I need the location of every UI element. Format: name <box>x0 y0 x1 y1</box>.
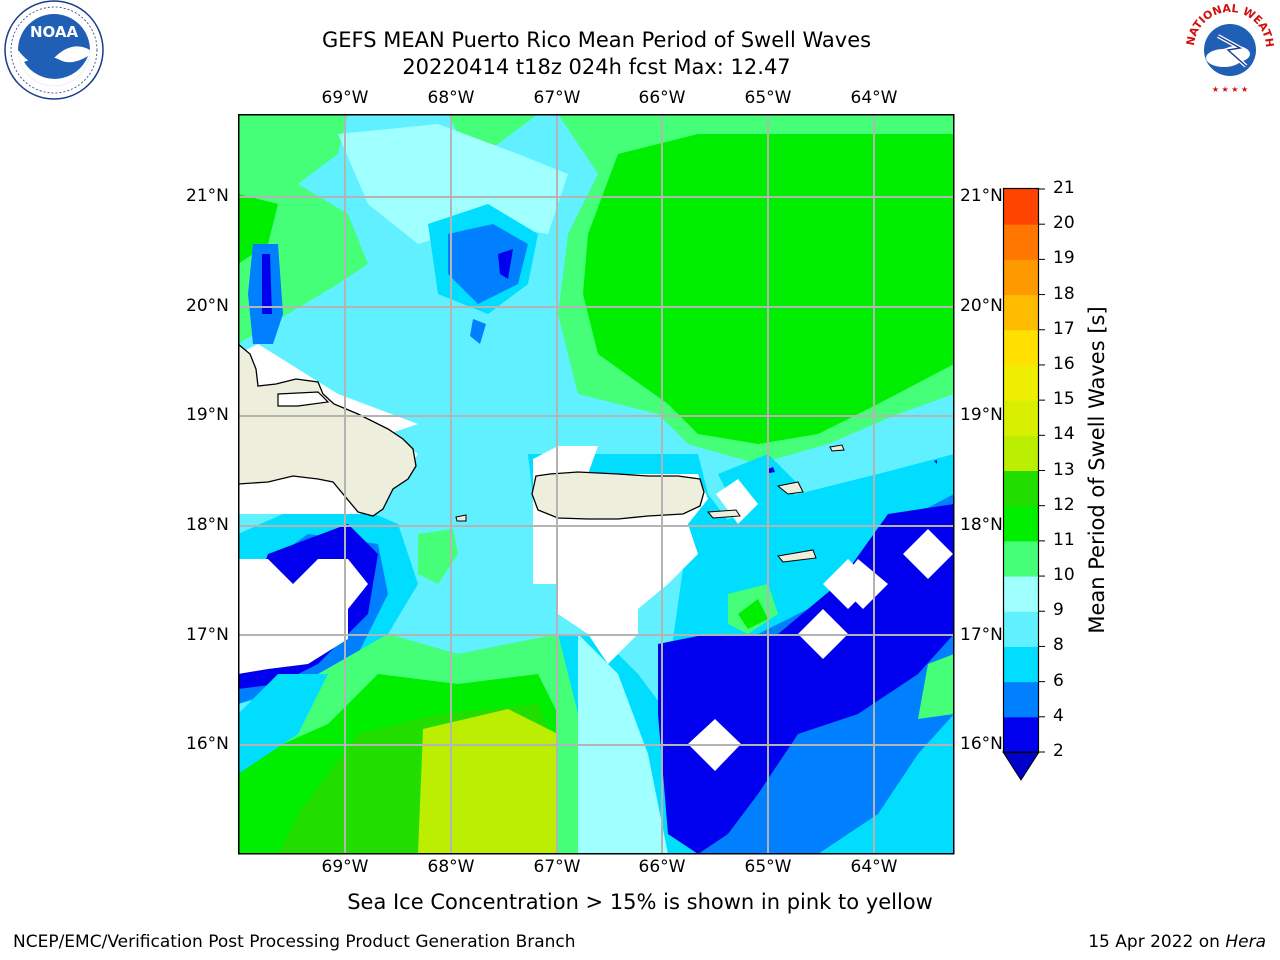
field-cyan <box>338 124 568 244</box>
field-green <box>738 599 768 629</box>
lat-label-right: 21°N <box>960 186 1003 206</box>
lat-label-right: 18°N <box>960 515 1003 535</box>
colorbar-title: Mean Period of Swell Waves [s] <box>1085 306 1109 634</box>
lon-label-bottom: 67°W <box>533 857 581 877</box>
field-masked <box>903 529 953 579</box>
colorbar-cell <box>1004 364 1038 401</box>
colorbar-under-triangle <box>1002 751 1040 781</box>
noaa-logo: NOAA <box>4 0 104 100</box>
colorbar-cell <box>1004 294 1038 331</box>
colorbar-tick-label: 12 <box>1053 494 1075 515</box>
colorbar-tick-label: 11 <box>1053 529 1075 550</box>
lat-label-left: 21°N <box>186 186 229 206</box>
lon-label-bottom: 68°W <box>427 857 475 877</box>
colorbar-tick-label: 21 <box>1053 178 1075 198</box>
lat-label-left: 20°N <box>186 296 229 316</box>
footer-credit: NCEP/EMC/Verification Post Processing Pr… <box>13 932 576 952</box>
land-anguilla <box>829 444 845 452</box>
colorbar-tick-label: 8 <box>1053 635 1064 656</box>
colorbar <box>1002 187 1045 781</box>
colorbar-tick-label: 16 <box>1053 353 1075 374</box>
colorbar-tick-label: 14 <box>1053 424 1075 445</box>
lon-label-top: 64°W <box>850 88 898 108</box>
chart-subtitle: 20220414 t18z 024h fcst Max: 12.47 <box>402 55 791 79</box>
colorbar-tick-label: 18 <box>1053 283 1075 304</box>
chart-title: GEFS MEAN Puerto Rico Mean Period of Swe… <box>321 28 872 52</box>
swell-period-map <box>238 114 955 855</box>
lat-label-right: 20°N <box>960 296 1003 316</box>
colorbar-tick-label: 17 <box>1053 318 1075 339</box>
lat-label-left: 17°N <box>186 625 229 645</box>
colorbar-cell <box>1004 189 1038 225</box>
nws-logo: NATIONAL WEATHER SERVICE ★ ★ ★ ★ <box>1180 0 1276 94</box>
colorbar-cell <box>1004 400 1038 436</box>
colorbar-tick-label: 9 <box>1053 600 1064 621</box>
land-islet <box>934 460 937 464</box>
field-deep-blue <box>498 249 513 279</box>
land-virgin-islands <box>776 481 804 495</box>
land-vieques <box>706 509 741 519</box>
field-yellow-green <box>418 709 558 854</box>
colorbar-tick-label: 4 <box>1053 705 1064 726</box>
lat-label-right: 17°N <box>960 625 1003 645</box>
lon-label-top: 65°W <box>744 88 792 108</box>
colorbar-cell <box>1004 540 1038 577</box>
footer-date: 15 Apr 2022 on Hera <box>1088 932 1266 952</box>
colorbar-cell <box>1004 435 1038 471</box>
field-masked <box>716 479 758 524</box>
lat-label-left: 19°N <box>186 405 229 425</box>
colorbar-cell <box>1004 646 1038 683</box>
field-green <box>238 194 278 264</box>
field-masked <box>238 559 368 674</box>
lon-label-bottom: 69°W <box>321 857 369 877</box>
field-masked <box>838 559 888 609</box>
lon-label-top: 67°W <box>533 88 581 108</box>
colorbar-cell <box>1004 716 1038 753</box>
colorbar-cell <box>1004 224 1038 260</box>
colorbar-cell <box>1004 470 1038 507</box>
land-st-croix <box>777 549 817 563</box>
land-hispaniola <box>238 343 417 517</box>
colorbar-cell <box>1004 681 1038 718</box>
lon-label-bottom: 65°W <box>744 857 792 877</box>
colorbar-cell <box>1004 329 1038 366</box>
field-green <box>418 529 458 584</box>
lon-label-bottom: 64°W <box>850 857 898 877</box>
colorbar-cell <box>1004 259 1038 296</box>
colorbar-tick-label: 13 <box>1053 459 1075 480</box>
graticule <box>238 114 954 854</box>
lon-label-bottom: 66°W <box>638 857 686 877</box>
colorbar-cell <box>1004 611 1038 647</box>
svg-text:NOAA: NOAA <box>30 23 79 41</box>
colorbar-tick-label: 10 <box>1053 565 1075 586</box>
field-mid-blue <box>448 224 528 304</box>
colorbar-tick-label: 6 <box>1053 670 1064 691</box>
field-deep-blue <box>262 254 272 314</box>
sea-ice-note: Sea Ice Concentration > 15% is shown in … <box>347 890 933 914</box>
lon-label-top: 69°W <box>321 88 369 108</box>
field-light-blue <box>238 674 328 774</box>
lon-label-top: 66°W <box>638 88 686 108</box>
colorbar-tick-label: 20 <box>1053 213 1075 234</box>
svg-text:★ ★ ★ ★: ★ ★ ★ ★ <box>1212 85 1248 94</box>
lat-label-left: 18°N <box>186 515 229 535</box>
lon-label-top: 68°W <box>427 88 475 108</box>
colorbar-tick-label: 19 <box>1053 248 1075 269</box>
field-green <box>918 654 954 719</box>
land-islet <box>768 467 775 473</box>
footer-date-text: 15 Apr 2022 on <box>1088 932 1226 952</box>
land-mona <box>455 514 467 522</box>
footer-host: Hera <box>1225 932 1266 952</box>
field-mid-blue <box>470 319 486 344</box>
colorbar-cell <box>1004 505 1038 542</box>
lat-label-right: 16°N <box>960 734 1003 754</box>
colorbar-tick-label: 2 <box>1053 741 1064 761</box>
colorbar-cell <box>1004 576 1038 612</box>
colorbar-tick-label: 15 <box>1053 389 1075 410</box>
land-hispaniola-north <box>277 391 330 407</box>
lat-label-left: 16°N <box>186 734 229 754</box>
lat-label-right: 19°N <box>960 405 1003 425</box>
